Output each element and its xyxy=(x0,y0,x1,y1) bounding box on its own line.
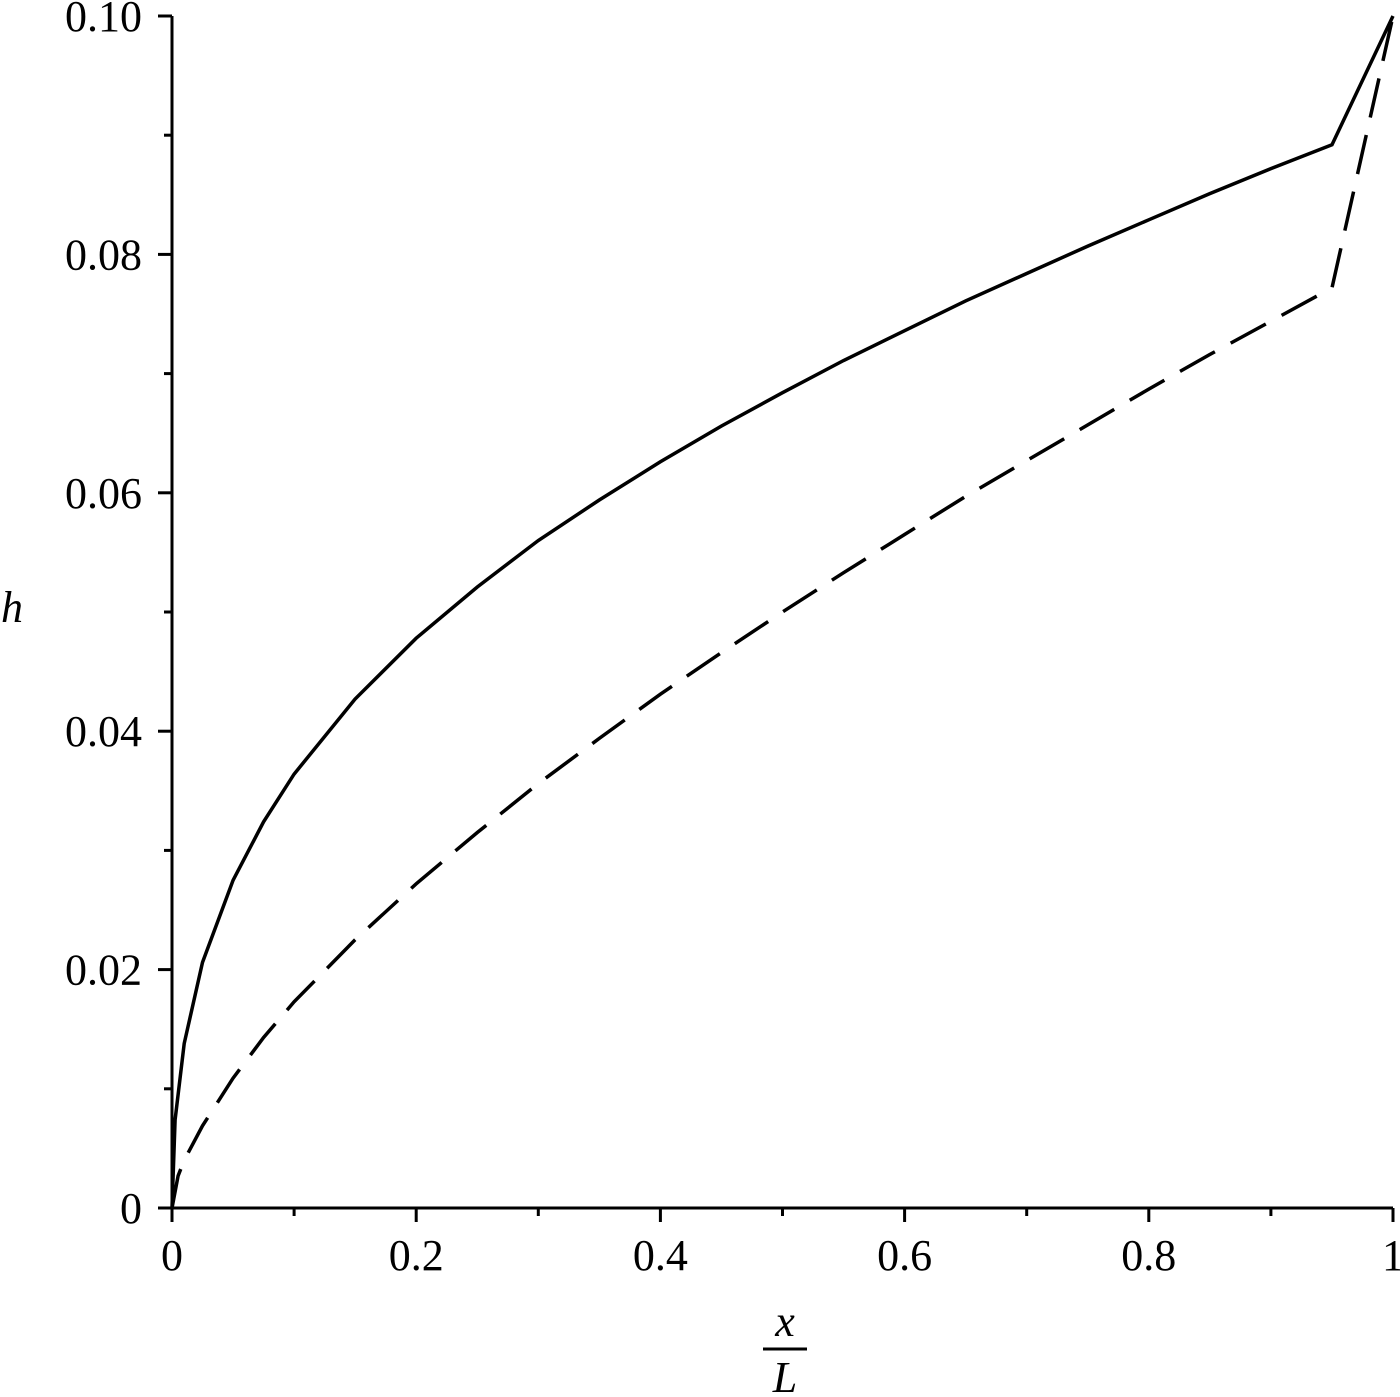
y-tick-label: 0.06 xyxy=(65,469,142,518)
ticks-layer: 0 0.2 0.4 0.6 0.8 1 0 0.02 0.04 0.06 0.08 0.10 xyxy=(65,0,1400,1280)
x-tick-label: 0.8 xyxy=(1121,1231,1176,1280)
x-tick-label: 0 xyxy=(161,1231,183,1280)
x-tick-label: 0.2 xyxy=(389,1231,444,1280)
x-tick-label: 0.4 xyxy=(633,1231,688,1280)
series-line-1-solid xyxy=(170,15,1395,1209)
x-axis-label-denominator: L xyxy=(772,1353,797,1397)
series-layer xyxy=(170,15,1395,1209)
y-tick-label: 0.08 xyxy=(65,230,142,279)
y-tick-label: 0 xyxy=(120,1184,142,1233)
labels-layer: h x L xyxy=(1,583,807,1397)
x-tick-label: 1 xyxy=(1382,1231,1400,1280)
y-axis-label: h xyxy=(1,583,23,632)
x-axis-label-numerator: x xyxy=(774,1297,795,1346)
series-line-2-dashed xyxy=(170,15,1395,1209)
y-tick-label: 0.10 xyxy=(65,0,142,41)
y-tick-label: 0.02 xyxy=(65,946,142,995)
y-tick-label: 0.04 xyxy=(65,707,142,756)
x-tick-label: 0.6 xyxy=(877,1231,932,1280)
